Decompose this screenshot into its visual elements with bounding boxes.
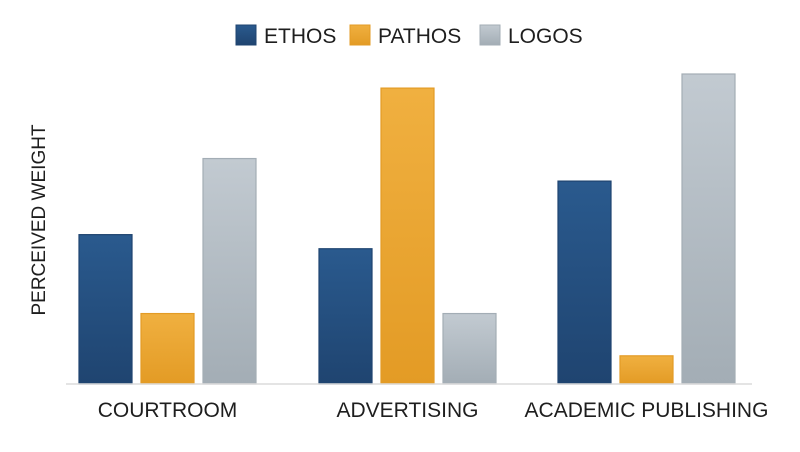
bars (78, 73, 736, 385)
y-axis-title: PERCEIVED WEIGHT (29, 124, 50, 315)
x-tick-courtroom: COURTROOM (98, 399, 238, 422)
legend: ETHOS PATHOS LOGOS (235, 24, 583, 48)
bar-courtroom-ethos (78, 234, 133, 385)
bar-courtroom-logos (202, 157, 257, 385)
x-tick-labels: COURTROOM ADVERTISING ACADEMIC PUBLISHING (98, 399, 769, 422)
legend-swatch-pathos (349, 24, 371, 46)
legend-label-ethos: ETHOS (264, 25, 336, 48)
legend-swatch-logos (479, 24, 501, 46)
bar-advertising-ethos (318, 248, 373, 385)
x-tick-advertising: ADVERTISING (337, 399, 479, 422)
bar-academic-publishing-ethos (557, 180, 612, 385)
bar-academic-publishing-pathos (619, 355, 674, 385)
bar-advertising-logos (442, 312, 497, 385)
bar-advertising-pathos (380, 87, 435, 385)
bar-academic-publishing-logos (681, 73, 736, 385)
legend-label-pathos: PATHOS (378, 25, 461, 48)
bar-courtroom-pathos (140, 312, 195, 385)
legend-swatch-ethos (235, 24, 257, 46)
legend-label-logos: LOGOS (508, 25, 583, 48)
x-tick-academic-publishing: ACADEMIC PUBLISHING (525, 399, 769, 422)
